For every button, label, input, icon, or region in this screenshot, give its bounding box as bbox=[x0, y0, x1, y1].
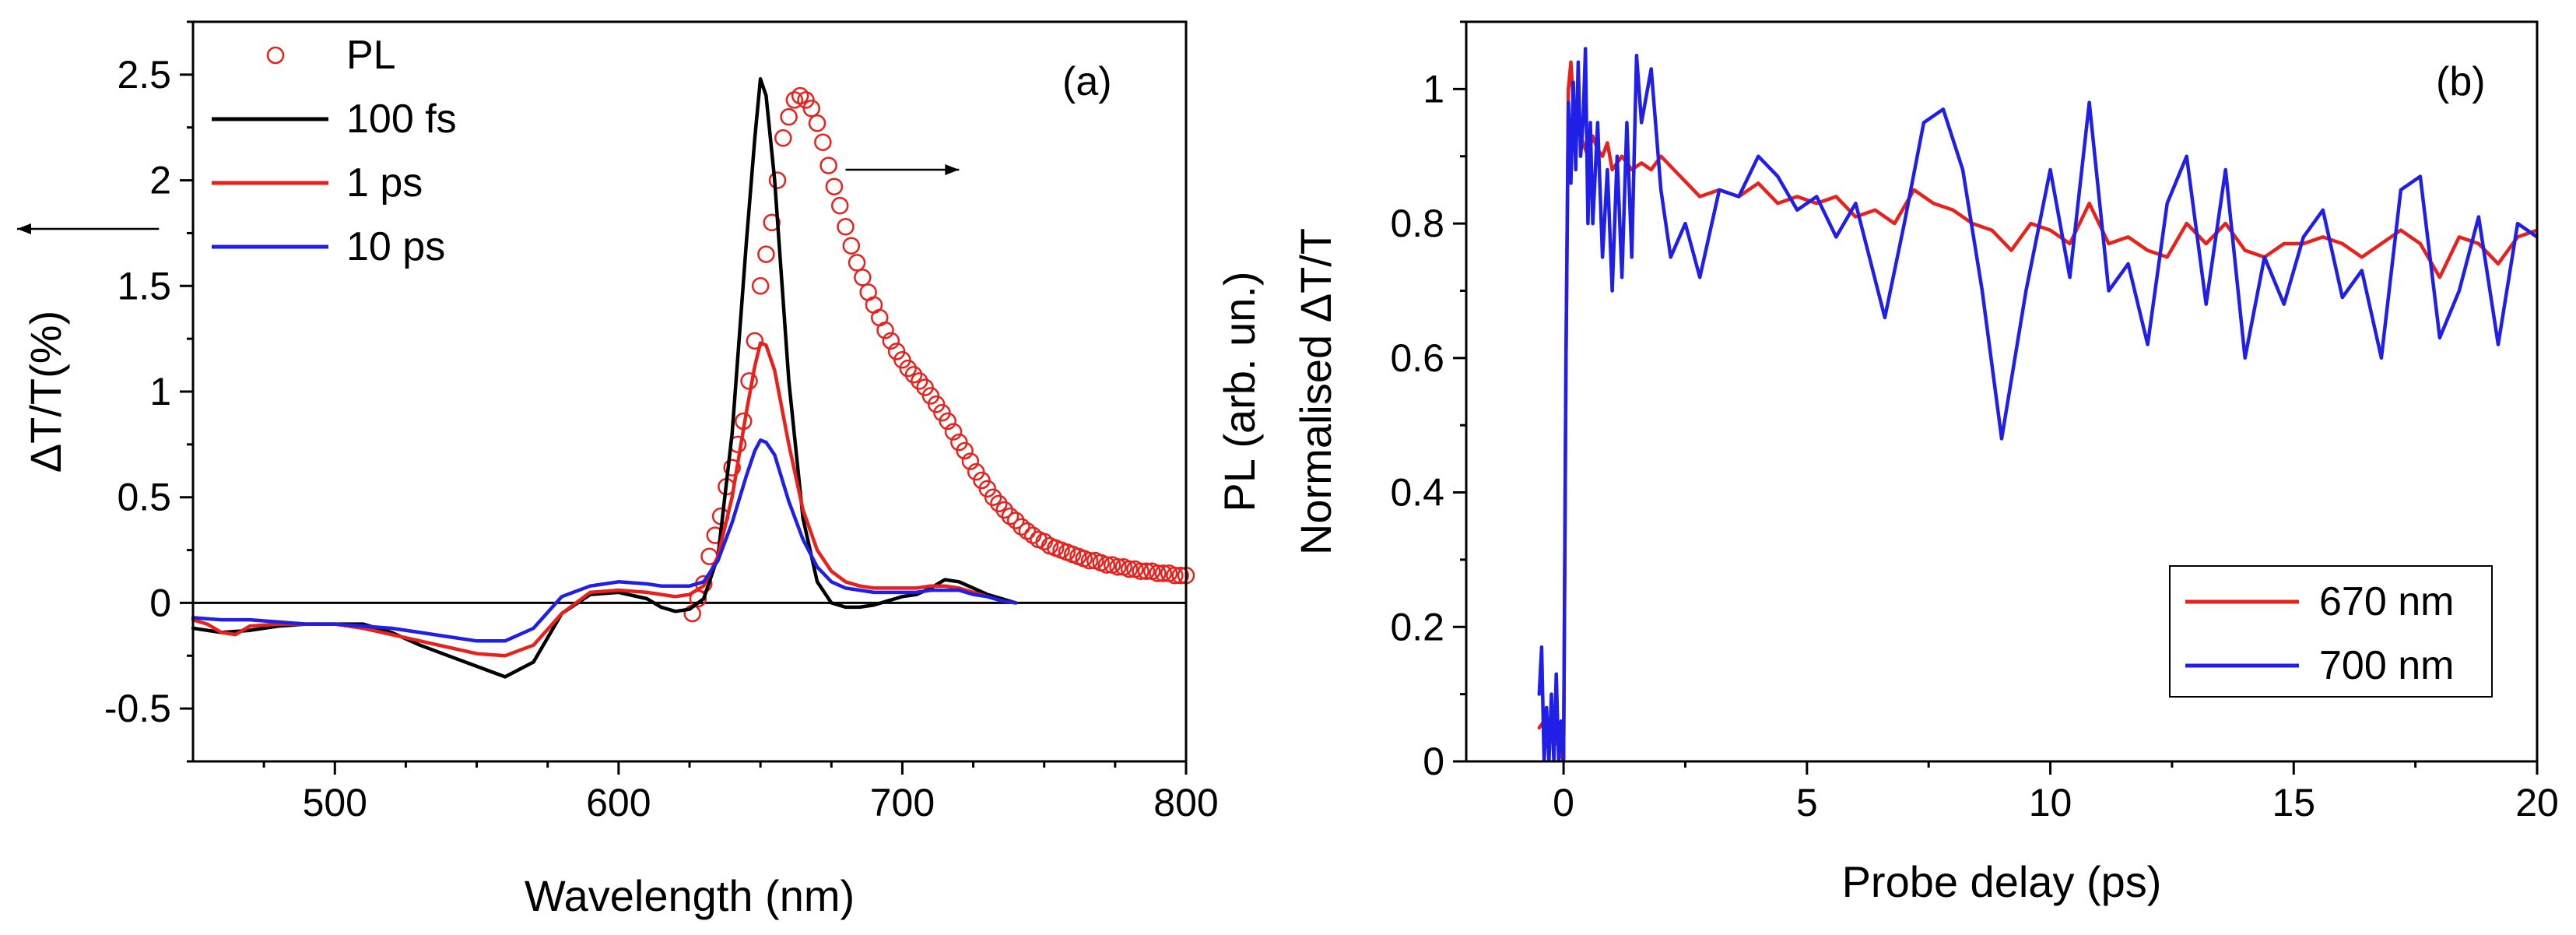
pl-data-point bbox=[876, 322, 894, 339]
pl-data-point bbox=[882, 332, 900, 350]
x-tick-label: 5 bbox=[1796, 781, 1818, 824]
pl-data-point bbox=[1132, 562, 1149, 580]
series-line-670-nm bbox=[1537, 60, 2537, 761]
y-tick-label: -0.5 bbox=[104, 687, 171, 730]
pl-data-point bbox=[830, 196, 849, 215]
pl-data-point bbox=[1154, 564, 1173, 582]
pl-data-point bbox=[984, 488, 1002, 506]
plot-frame bbox=[191, 20, 1188, 763]
x-tick-label: 15 bbox=[2272, 781, 2315, 824]
pl-data-point bbox=[854, 269, 872, 286]
pl-data-point bbox=[1001, 507, 1020, 525]
pl-data-point bbox=[1097, 556, 1116, 574]
pl-data-point bbox=[802, 100, 821, 118]
panel-label-b: (b) bbox=[2436, 59, 2486, 104]
pl-data-point bbox=[904, 366, 923, 384]
y-tick-label: 0.5 bbox=[117, 476, 171, 519]
pl-data-point bbox=[842, 237, 861, 255]
legend-label: 100 fs bbox=[346, 97, 457, 142]
pl-data-point bbox=[825, 178, 844, 195]
legend-label: 700 nm bbox=[2319, 643, 2454, 688]
pl-data-point bbox=[751, 277, 770, 295]
series-line-700-nm bbox=[1537, 47, 2537, 761]
x-tick-label: 500 bbox=[303, 781, 367, 824]
x-tick-label: 10 bbox=[2029, 781, 2072, 824]
pl-data-point bbox=[944, 423, 963, 441]
x-tick-label: 0 bbox=[1553, 781, 1574, 824]
y-tick-label: 1 bbox=[149, 370, 171, 413]
pl-data-point bbox=[837, 218, 855, 236]
y-tick-label: 1.5 bbox=[117, 264, 171, 308]
pl-series bbox=[683, 86, 1195, 623]
x-axis-title: Probe delay (ps) bbox=[1842, 857, 2162, 906]
x-tick-label: 700 bbox=[870, 781, 935, 824]
y-axis-title-outer: PL (arb. un.) bbox=[1215, 271, 1264, 511]
series-group-b bbox=[1537, 47, 2537, 761]
legend-b: 670 nm 700 nm bbox=[2169, 565, 2493, 698]
pl-data-point bbox=[899, 359, 917, 378]
pl-data-point bbox=[1018, 522, 1037, 540]
y-axis-title: ΔT/T(%) bbox=[21, 311, 70, 473]
pl-data-point bbox=[956, 441, 974, 460]
pl-data-point bbox=[757, 245, 775, 263]
pl-data-point bbox=[808, 114, 826, 132]
pl-data-point bbox=[1013, 518, 1030, 536]
arrow-head-right bbox=[945, 164, 960, 175]
legend-a: PL 100 fs 1 ps 10 ps bbox=[212, 33, 457, 269]
y-tick-label: 0 bbox=[1423, 740, 1444, 783]
pl-data-point bbox=[768, 171, 787, 189]
y-tick-label: 0.4 bbox=[1390, 471, 1444, 515]
y-tick-label: 0 bbox=[149, 581, 171, 624]
pl-data-point bbox=[848, 254, 866, 272]
pl-data-point bbox=[939, 412, 957, 431]
plot-frame bbox=[1465, 20, 2539, 763]
x-tick-label: 600 bbox=[586, 781, 651, 824]
pl-data-point bbox=[780, 107, 798, 126]
pl-data-point bbox=[1080, 551, 1099, 570]
y-tick-label: 1 bbox=[1423, 67, 1444, 111]
y-tick-label: 0.8 bbox=[1390, 202, 1444, 245]
y-tick-label: 0.6 bbox=[1390, 336, 1444, 380]
panel-b: 0 5 10 15 20 0 0.2 0.4 0.6 0.8 1 670 nm 700 nm (b) Pro… bbox=[1215, 20, 2559, 906]
arrow-head-left bbox=[16, 223, 31, 234]
pl-data-point bbox=[995, 501, 1013, 519]
pl-data-point bbox=[746, 332, 764, 350]
pl-data-point bbox=[1171, 566, 1189, 585]
pl-data-point bbox=[785, 91, 804, 109]
pl-data-point bbox=[1166, 566, 1184, 585]
pl-data-point bbox=[911, 372, 928, 390]
pl-data-point bbox=[1137, 562, 1156, 580]
pl-data-point bbox=[990, 494, 1008, 513]
pl-data-point bbox=[774, 129, 792, 147]
pl-data-point bbox=[814, 133, 832, 151]
panel-label-a: (a) bbox=[1062, 59, 1112, 104]
y-tick-label: 2 bbox=[149, 159, 171, 202]
x-tick-label: 20 bbox=[2515, 781, 2559, 824]
pl-data-point bbox=[791, 86, 809, 105]
x-tick-label: 800 bbox=[1153, 781, 1218, 824]
panel-a: 500 600 700 800 -0.5 0 0.5 1 1.5 2 2.5 PL 100 fs 1 ps… bbox=[16, 20, 1219, 920]
pl-data-point bbox=[763, 213, 781, 232]
legend-label: 670 nm bbox=[2319, 579, 2454, 624]
x-axis-title: Wavelength (nm) bbox=[525, 871, 855, 920]
pl-data-point bbox=[819, 156, 837, 174]
pl-data-point bbox=[1109, 558, 1127, 576]
legend-label: PL bbox=[346, 33, 396, 78]
legend-marker-pl bbox=[266, 46, 285, 65]
pl-data-point bbox=[961, 452, 980, 470]
pl-data-point bbox=[723, 459, 741, 476]
y-tick-label: 0.2 bbox=[1390, 605, 1444, 649]
series-line-10-ps bbox=[191, 438, 1018, 643]
pl-data-point bbox=[1149, 564, 1167, 582]
pl-data-point bbox=[1007, 511, 1025, 529]
legend-label: 1 ps bbox=[346, 160, 423, 206]
y-tick-label: 2.5 bbox=[117, 53, 171, 97]
legend-label: 10 ps bbox=[346, 224, 445, 269]
legend-box bbox=[2169, 565, 2493, 698]
series-line-1-ps bbox=[191, 341, 1018, 658]
pl-data-point bbox=[1120, 560, 1139, 578]
y-axis-title-inner: Normalised ΔT/T bbox=[1291, 228, 1340, 555]
